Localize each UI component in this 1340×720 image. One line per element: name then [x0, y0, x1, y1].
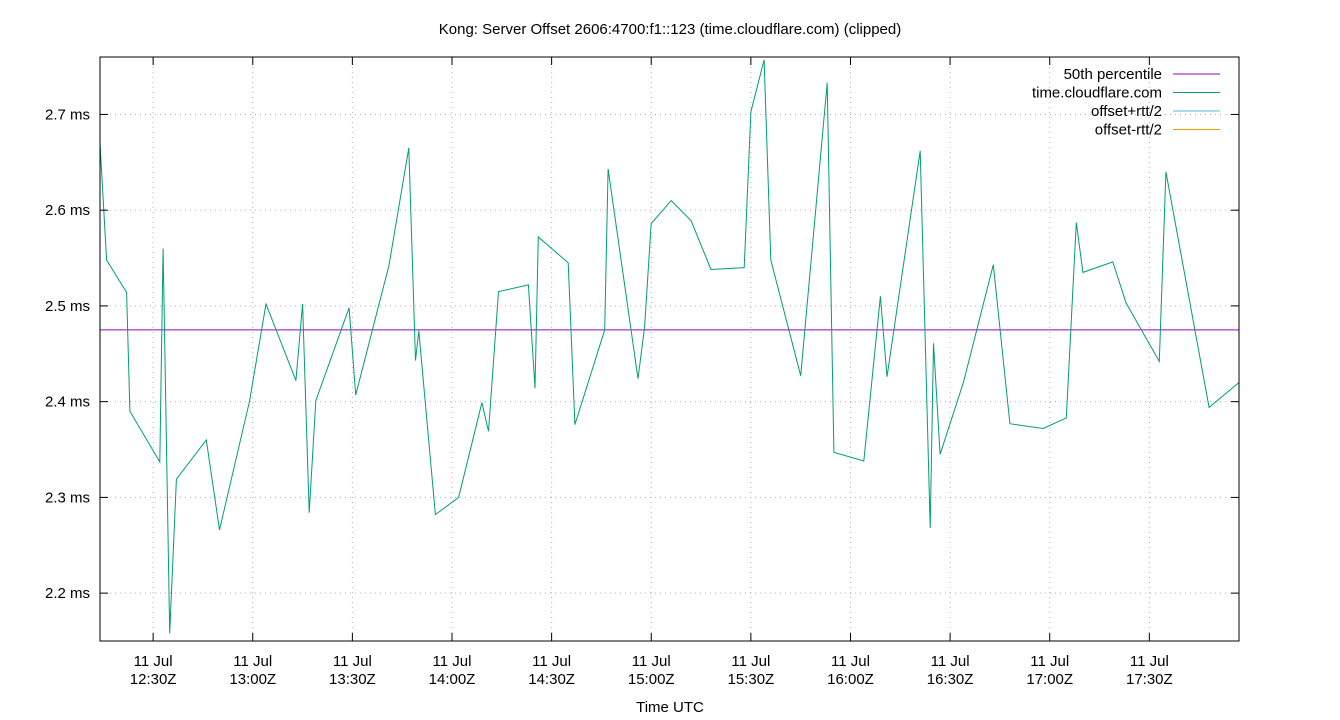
y-tick-label: 2.2 ms [45, 585, 90, 602]
plot-frame [99, 56, 1240, 642]
x-tick-date-label: 11 Jul [233, 653, 272, 670]
x-tick-time-label: 12:30Z [130, 671, 177, 688]
legend-label-offset-rtt-2: offset-rtt/2 [1095, 122, 1162, 139]
x-tick-time-label: 13:00Z [229, 671, 276, 688]
x-tick-time-label: 16:30Z [927, 671, 974, 688]
x-tick-date-label: 11 Jul [731, 653, 770, 670]
x-tick-date-label: 11 Jul [831, 653, 870, 670]
legend-label-50th-percentile: 50th percentile [1064, 66, 1162, 83]
x-tick-date-label: 11 Jul [532, 653, 571, 670]
legend-label-offset-rtt-2: offset+rtt/2 [1091, 103, 1162, 120]
x-tick-time-label: 17:30Z [1126, 671, 1173, 688]
x-tick-date-label: 11 Jul [632, 653, 671, 670]
x-tick-time-label: 16:00Z [827, 671, 874, 688]
y-tick-label: 2.4 ms [45, 394, 90, 411]
series-group [100, 59, 1239, 634]
y-tick-label: 2.3 ms [45, 489, 90, 506]
x-tick-time-label: 15:00Z [628, 671, 675, 688]
legend: 50th percentiletime.cloudflare.comoffset… [1032, 66, 1220, 139]
x-tick-date-label: 11 Jul [1130, 653, 1169, 670]
x-tick-time-label: 15:30Z [728, 671, 775, 688]
x-tick-date-label: 11 Jul [134, 653, 173, 670]
y-tick-label: 2.5 ms [45, 298, 90, 315]
legend-label-time-cloudflare-com: time.cloudflare.com [1032, 85, 1162, 102]
x-tick-date-label: 11 Jul [1030, 653, 1069, 670]
x-tick-date-label: 11 Jul [931, 653, 970, 670]
y-tick-label: 2.7 ms [45, 106, 90, 123]
x-tick-date-label: 11 Jul [333, 653, 372, 670]
x-tick-date-label: 11 Jul [433, 653, 472, 670]
series-time-cloudflare-line [100, 59, 1239, 634]
axes: 2.2 ms 2.3 ms 2.4 ms 2.5 ms 2.6 ms 2.7 ms 11 J… [45, 57, 1239, 688]
plot-region [100, 59, 1239, 634]
x-axis-label: Time UTC [636, 699, 704, 716]
chart-title: Kong: Server Offset 2606:4700:f1::123 (t… [439, 21, 901, 38]
x-tick-time-label: 13:30Z [329, 671, 376, 688]
y-tick-label: 2.6 ms [45, 202, 90, 219]
x-tick-time-label: 14:00Z [429, 671, 476, 688]
x-tick-time-label: 17:00Z [1026, 671, 1073, 688]
x-tick-time-label: 14:30Z [528, 671, 575, 688]
